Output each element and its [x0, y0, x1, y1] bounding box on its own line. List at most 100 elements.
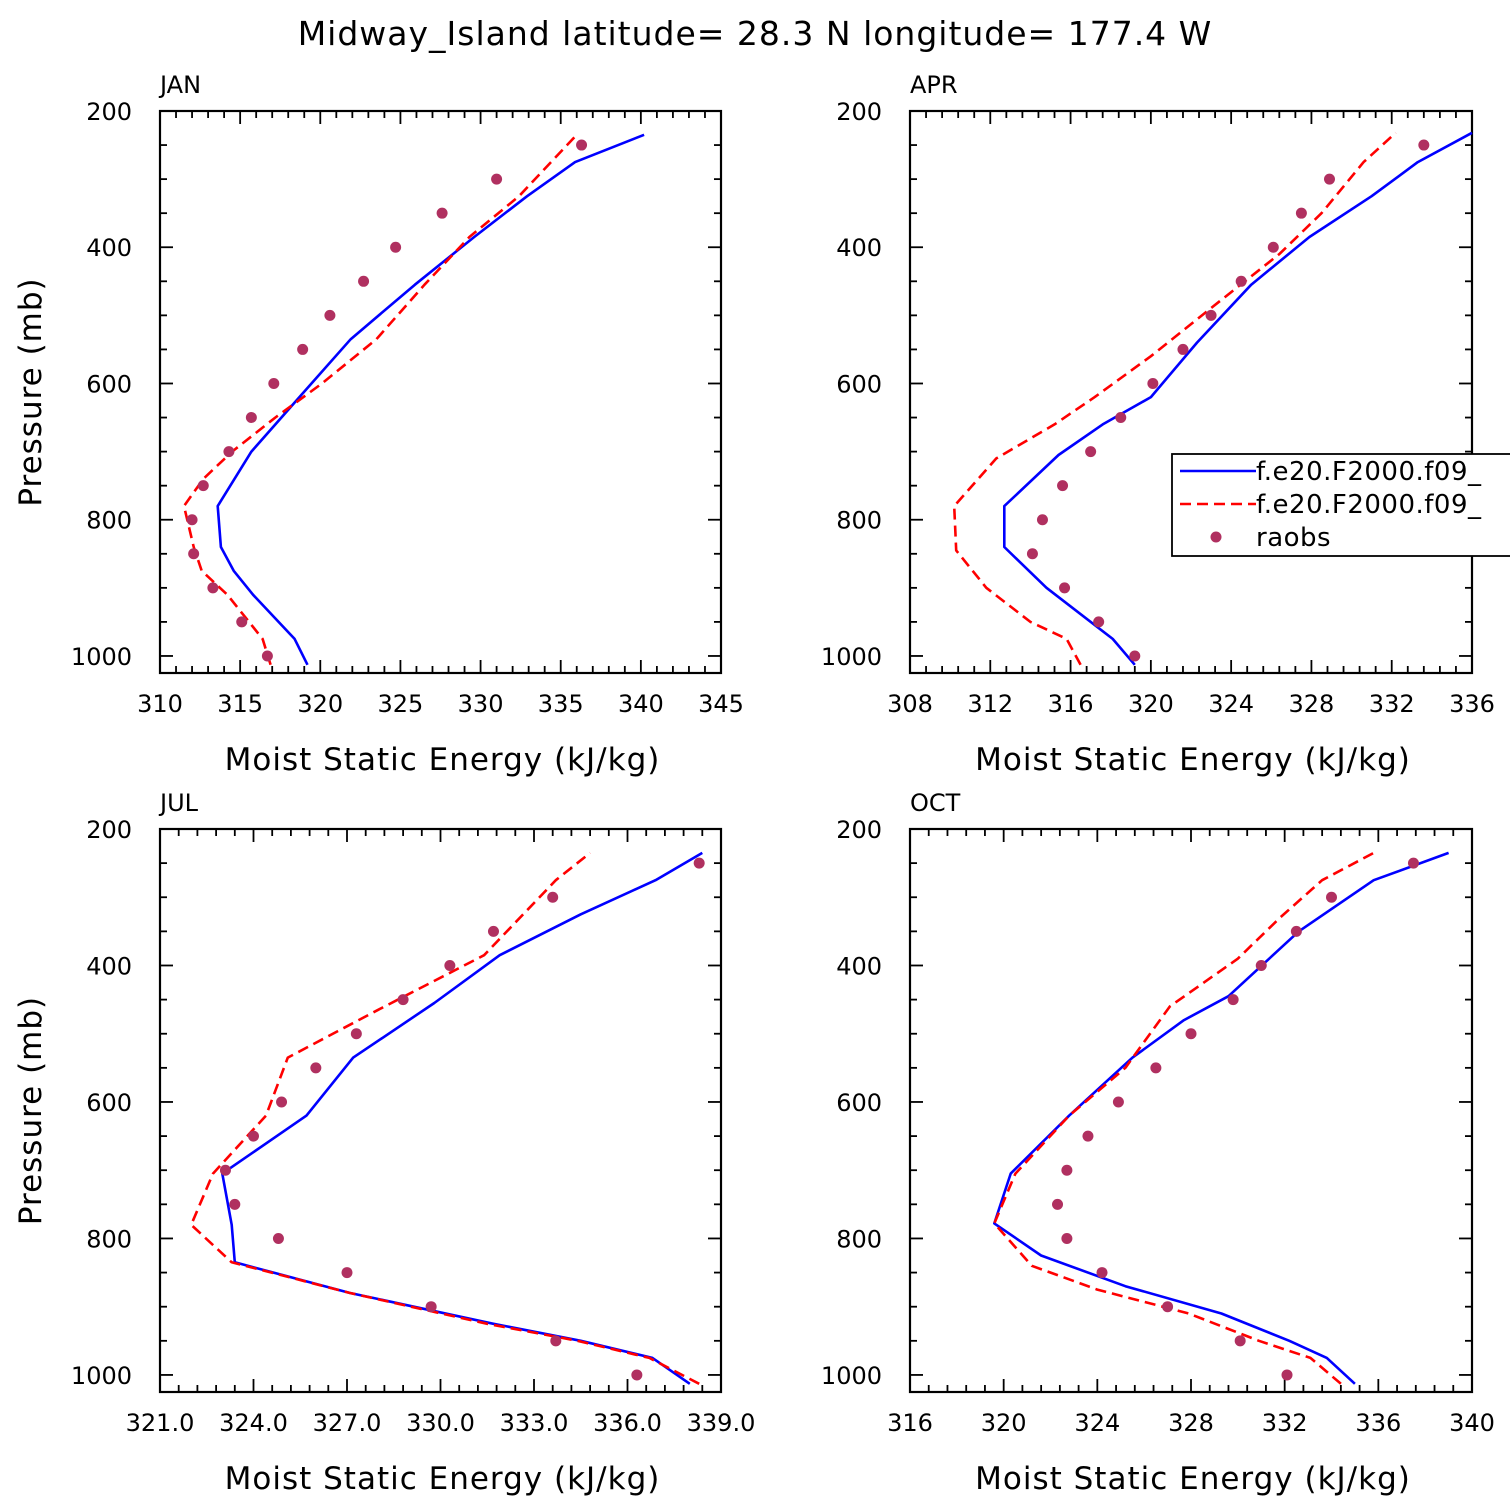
raobs-point	[219, 1164, 231, 1176]
x-tick-label: 308	[887, 690, 933, 718]
raobs-point	[1147, 377, 1159, 389]
raobs-point	[350, 1028, 362, 1040]
panel-title: JAN	[158, 71, 201, 99]
raobs-point	[547, 891, 559, 903]
raobs-point	[341, 1267, 353, 1279]
raobs-point	[390, 241, 402, 253]
raobs-point	[550, 1335, 562, 1347]
x-tick-label: 330	[458, 690, 504, 718]
x-tick-label: 325	[378, 690, 424, 718]
raobs-point	[223, 446, 235, 458]
y-axis-label: Pressure (mb)	[13, 996, 49, 1225]
x-tick-label: 324	[1208, 690, 1254, 718]
raobs-point	[186, 514, 198, 526]
panel-title: JUL	[158, 789, 199, 817]
raobs-point	[324, 309, 336, 321]
y-tick-label: 200	[836, 98, 882, 126]
x-tick-label: 330.0	[406, 1409, 475, 1437]
x-tick-label: 328	[1168, 1409, 1214, 1437]
raobs-point	[1085, 446, 1097, 458]
raobs-point	[693, 857, 705, 869]
raobs-point	[272, 1232, 284, 1244]
y-tick-label: 600	[836, 370, 882, 398]
panels-container: 310 315 320 325 330 335 340 345 200 400 600 800 1000…	[13, 71, 1510, 1497]
legend-entry-label: f.e20.F2000.f09_	[1256, 490, 1482, 520]
raobs-point	[436, 207, 448, 219]
raobs-point	[1093, 616, 1105, 628]
y-tick-label: 200	[836, 816, 882, 844]
x-tick-label: 324.0	[219, 1409, 288, 1437]
raobs-point	[188, 548, 200, 560]
raobs-point	[1162, 1301, 1174, 1313]
raobs-point	[1061, 1164, 1073, 1176]
panel-title: OCT	[910, 789, 961, 817]
y-tick-label: 1000	[71, 1362, 132, 1390]
raobs-point	[207, 582, 219, 594]
raobs-point	[1150, 1062, 1162, 1074]
raobs-point	[1036, 514, 1048, 526]
raobs-point	[1407, 857, 1419, 869]
model2-line	[952, 131, 1397, 666]
raobs-point	[1112, 1096, 1124, 1108]
y-tick-label: 800	[836, 1225, 882, 1253]
model2-line	[189, 851, 700, 1385]
x-tick-label: 316	[887, 1409, 933, 1437]
legend-entry-label: f.e20.F2000.f09_	[1256, 457, 1482, 487]
raobs-point	[268, 377, 280, 389]
model2-line	[182, 133, 578, 666]
y-tick-label: 800	[86, 507, 132, 535]
raobs-point	[1026, 548, 1038, 560]
x-tick-label: 336.0	[593, 1409, 662, 1437]
raobs-point	[1129, 650, 1141, 662]
chart-panel-jul: 321.0 324.0 327.0 330.0 333.0 336.0 339.0 200 40…	[13, 789, 755, 1497]
model1-line	[992, 851, 1450, 1385]
plot-frame	[908, 827, 1474, 1394]
x-tick-label: 316	[1048, 690, 1094, 718]
y-axis-label: Pressure (mb)	[13, 277, 49, 506]
x-tick-label: 327.0	[313, 1409, 382, 1437]
x-tick-label: 340	[618, 690, 664, 718]
raobs-point	[1115, 412, 1127, 424]
raobs-point	[1082, 1130, 1094, 1142]
legend-entry-label: raobs	[1256, 523, 1331, 553]
raobs-point	[1281, 1369, 1293, 1381]
x-tick-label: 333.0	[500, 1409, 569, 1437]
y-tick-label: 1000	[71, 643, 132, 671]
x-tick-label: 336	[1449, 690, 1495, 718]
plot-frame	[158, 109, 723, 675]
raobs-point	[276, 1096, 288, 1108]
y-tick-label: 600	[86, 370, 132, 398]
x-tick-label: 320	[981, 1409, 1027, 1437]
raobs-point	[1185, 1028, 1197, 1040]
raobs-point	[487, 925, 499, 937]
x-tick-label: 340	[1449, 1409, 1495, 1437]
y-tick-label: 600	[836, 1089, 882, 1117]
raobs-point	[1295, 207, 1307, 219]
raobs-point	[425, 1301, 437, 1313]
raobs-point	[245, 412, 257, 424]
y-tick-label: 200	[86, 816, 132, 844]
x-tick-label: 310	[137, 690, 183, 718]
raobs-point	[1418, 139, 1430, 151]
raobs-point	[197, 480, 209, 492]
plot-frame	[158, 827, 723, 1394]
y-tick-label: 400	[836, 952, 882, 980]
x-axis-label: Moist Static Energy (kJ/kg)	[975, 742, 1411, 778]
y-tick-label: 200	[86, 98, 132, 126]
x-tick-label: 321.0	[126, 1409, 195, 1437]
model1-line	[221, 851, 703, 1385]
x-axis-label: Moist Static Energy (kJ/kg)	[225, 742, 661, 778]
raobs-point	[1096, 1267, 1108, 1279]
raobs-point	[1227, 994, 1239, 1006]
x-tick-label: 345	[698, 690, 744, 718]
raobs-point	[1326, 891, 1337, 903]
model1-line	[216, 133, 645, 666]
raobs-point	[1052, 1198, 1064, 1210]
legend: f.e20.F2000.f09_f.e20.F2000.f09_raobs	[1171, 453, 1510, 557]
raobs-point	[1061, 1232, 1073, 1244]
raobs-point	[444, 959, 456, 971]
x-tick-label: 328	[1289, 690, 1335, 718]
raobs-point	[310, 1062, 322, 1074]
figure-title: Midway_Island latitude= 28.3 N longitude…	[298, 14, 1213, 53]
